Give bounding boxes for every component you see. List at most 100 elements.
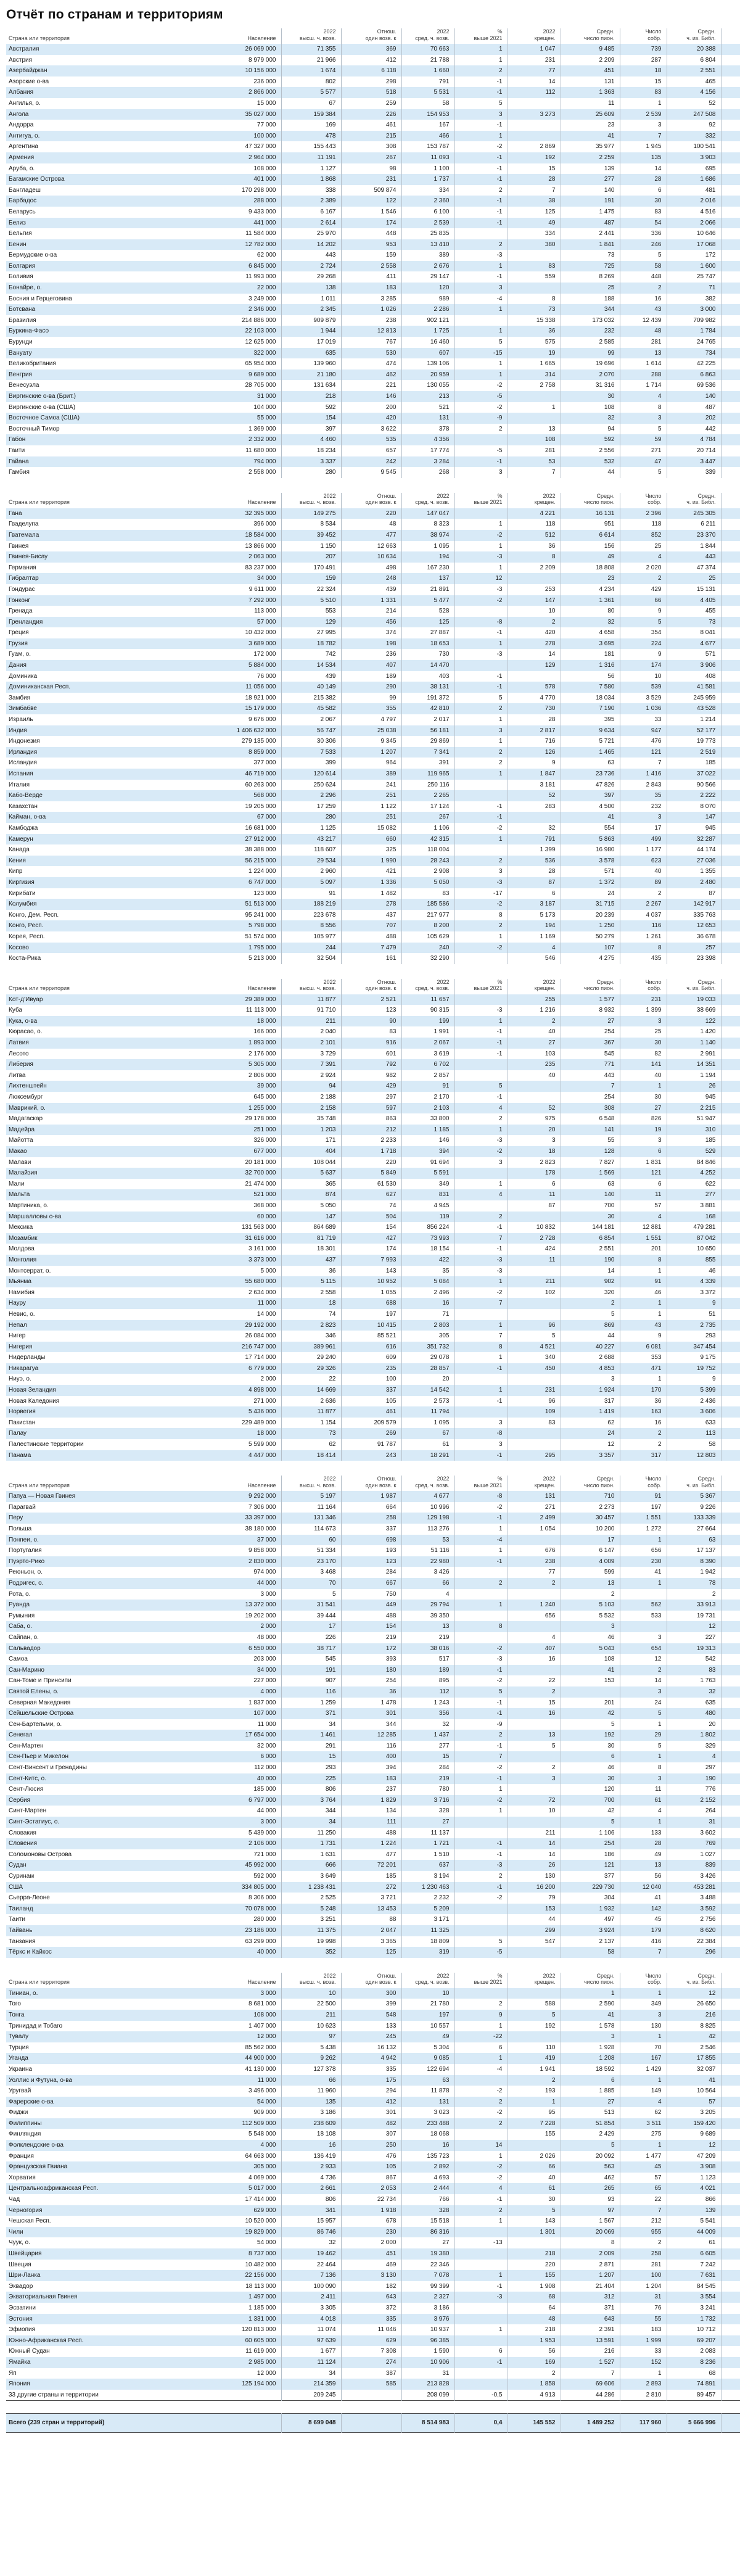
table-row: Латвия 1 893 000 2 101 916 2 067 -1 27 367 30 1 1… xyxy=(6,1038,740,1049)
cell-peak_2022: 2 924 xyxy=(281,1070,341,1081)
cell-peak_2022: 1 203 xyxy=(281,1124,341,1136)
cell-memorial_attendance: 45 579 xyxy=(720,1556,740,1567)
cell-avg_bible_studies: 453 281 xyxy=(666,1881,721,1893)
cell-pct_over_2021 xyxy=(454,2313,508,2325)
cell-country: Финляндия xyxy=(9,2131,41,2138)
cell-country: Австралия xyxy=(9,46,39,52)
cell-baptized_2022: 6 xyxy=(507,888,561,899)
cell-avg_bible_studies: 2 436 xyxy=(666,1395,721,1407)
cell-peak_2022: 147 xyxy=(281,1211,341,1223)
cell-population: 4 898 000 xyxy=(249,1387,276,1394)
cell-avg_2022: 63 xyxy=(401,2074,454,2086)
cell-pct_over_2021: 4 xyxy=(454,1102,508,1114)
cell-avg_pioneers: 254 xyxy=(560,1838,620,1849)
cell-congregations: 336 xyxy=(619,228,667,239)
table-row: Уганда 44 900 000 9 262 4 942 9 085 1 419 1 208… xyxy=(6,2053,740,2064)
cell-pct_over_2021: 3 xyxy=(454,1439,508,1450)
cell-country: Боливия xyxy=(9,273,33,281)
cell-peak_2022: 21 966 xyxy=(281,54,341,66)
cell-memorial_attendance: 2 859 xyxy=(720,1697,740,1709)
cell-baptized_2022 xyxy=(507,1092,561,1103)
cell-pct_over_2021: -3 xyxy=(454,584,508,595)
cell-pct_over_2021: 1 xyxy=(454,1178,508,1190)
table-row: Саба, о.2 0001715413831271 xyxy=(6,1621,740,1632)
cell-avg_2022: 167 xyxy=(401,120,454,131)
cell-memorial_attendance: 1 470 xyxy=(720,606,740,617)
cell-avg_bible_studies: 709 982 xyxy=(666,315,721,326)
cell-population: 3 000 xyxy=(260,1590,276,1598)
cell-ratio: 964 xyxy=(340,758,401,769)
cell-baptized_2022: 79 xyxy=(507,1893,561,1904)
cell-peak_2022: 338 xyxy=(281,184,341,196)
cell-congregations: 19 xyxy=(619,1124,667,1136)
table-row: Гвинея 13 866 000 1 150 12 663 1 095 1 36 156 25… xyxy=(6,540,740,552)
cell-peak_2022: 244 xyxy=(281,942,341,954)
cell-congregations: 3 529 xyxy=(619,692,667,704)
column-header-line2: Страна или территория xyxy=(9,985,70,992)
cell-congregations: 654 xyxy=(619,1643,667,1654)
cell-avg_bible_studies: 329 xyxy=(666,1740,721,1752)
cell-avg_2022: 1 660 xyxy=(401,65,454,76)
cell-ratio: 412 xyxy=(340,54,401,66)
cell-country: Сен-Мартен xyxy=(9,1742,44,1749)
cell-avg_2022: 1 725 xyxy=(401,326,454,337)
cell-avg_2022: 267 xyxy=(401,812,454,823)
cell-avg_2022: 5 050 xyxy=(401,877,454,888)
cell-peak_2022: 399 xyxy=(281,758,341,769)
cell-baptized_2022: 2 869 xyxy=(507,141,561,152)
cell-avg_pioneers: 3 924 xyxy=(560,1925,620,1936)
cell-congregations: 43 xyxy=(619,304,667,315)
cell-country: Куба xyxy=(9,1007,22,1014)
cell-avg_pioneers: 94 xyxy=(560,423,620,435)
cell-memorial_attendance: 582 xyxy=(720,467,740,478)
cell-avg_pioneers: 31 715 xyxy=(560,899,620,910)
cell-avg_pioneers: 254 xyxy=(560,1026,620,1038)
cell-country: Новая Зеландия xyxy=(9,1387,56,1394)
cell-avg_pioneers: 192 xyxy=(560,1730,620,1741)
cell-baptized_2022: 22 xyxy=(507,1675,561,1686)
cell-memorial_attendance: 8 xyxy=(720,1588,740,1600)
cell-memorial_attendance: 864 131 xyxy=(720,692,740,704)
cell-congregations: 539 xyxy=(619,682,667,693)
cell-memorial_attendance: 16 500 xyxy=(720,2183,740,2195)
cell-peak_2022: 7 136 xyxy=(281,2270,341,2281)
cell-country: Кения xyxy=(9,857,26,864)
cell-avg_bible_studies: 10 712 xyxy=(666,2324,721,2335)
cell-avg_bible_studies: 277 xyxy=(666,1189,721,1200)
cell-avg_bible_studies: 529 xyxy=(666,1146,721,1157)
cell-population: 441 000 xyxy=(253,219,276,226)
cell-baptized_2022: 126 xyxy=(507,746,561,758)
cell-population: 65 954 000 xyxy=(245,360,276,368)
cell-peak_2022: 9 262 xyxy=(281,2053,341,2064)
cell-avg_bible_studies: 12 653 xyxy=(666,920,721,931)
cell-population: 8 979 000 xyxy=(249,56,276,64)
cell-avg_bible_studies: 6 605 xyxy=(666,2248,721,2260)
cell-baptized_2022: 4 xyxy=(507,1632,561,1643)
cell-avg_2022: 2 496 xyxy=(401,1287,454,1298)
cell-memorial_attendance: 10 209 xyxy=(720,1871,740,1882)
cell-avg_pioneers: 451 xyxy=(560,65,620,76)
cell-population: 279 135 000 xyxy=(241,738,276,745)
cell-ratio: 657 xyxy=(340,445,401,456)
cell-pct_over_2021: -3 xyxy=(454,551,508,563)
cell-memorial_attendance: 164 xyxy=(720,1428,740,1440)
cell-baptized_2022: 1 301 xyxy=(507,2226,561,2238)
cell-population: 170 298 000 xyxy=(241,186,276,194)
cell-congregations: 1 xyxy=(619,2368,667,2379)
cell-population: 11 113 000 xyxy=(245,1007,276,1014)
cell-avg_pioneers: 56 xyxy=(560,671,620,682)
cell-pct_over_2021: -4 xyxy=(454,293,508,305)
cell-baptized_2022: 231 xyxy=(507,54,561,66)
cell-population: 9 676 000 xyxy=(249,716,276,724)
cell-ratio: 189 xyxy=(340,671,401,682)
cell-population: 2 063 000 xyxy=(249,553,276,561)
cell-peak_2022: 97 xyxy=(281,2031,341,2042)
cell-congregations: 416 xyxy=(619,1936,667,1947)
cell-country: Парагвай xyxy=(9,1503,36,1511)
cell-congregations: 47 xyxy=(619,456,667,468)
cell-pct_over_2021 xyxy=(454,844,508,856)
cell-population: 3 373 000 xyxy=(249,1256,276,1263)
table-row: США 334 805 000 1 238 431 272 1 230 463 -1 16 … xyxy=(6,1881,740,1893)
